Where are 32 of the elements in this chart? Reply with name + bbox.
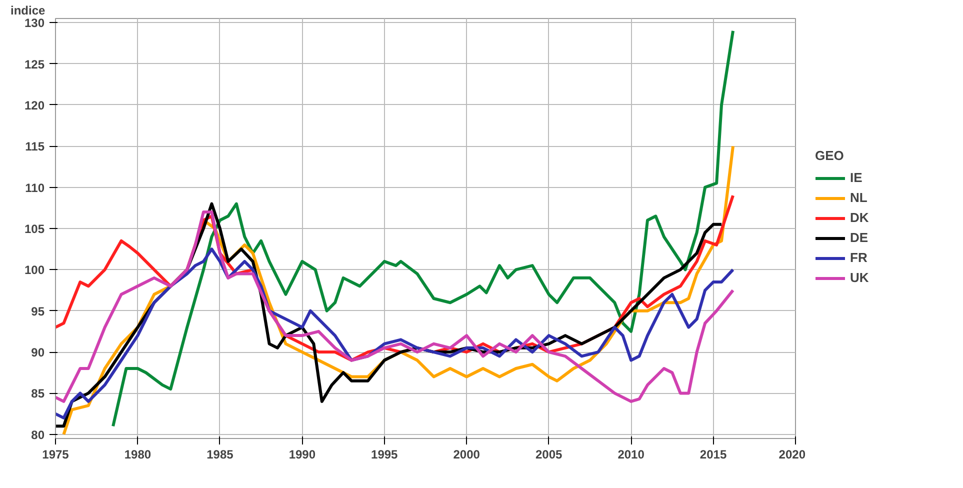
legend-label: NL xyxy=(850,190,868,205)
x-tick-label: 2015 xyxy=(700,448,727,462)
x-tick-label: 2000 xyxy=(453,448,480,462)
y-tick-label: 105 xyxy=(24,222,45,236)
x-tick-label: 1995 xyxy=(371,448,398,462)
y-tick-label: 95 xyxy=(31,304,45,318)
x-tick-label: 1990 xyxy=(288,448,316,462)
legend-label: IE xyxy=(850,170,864,185)
y-tick-label: 110 xyxy=(25,180,45,195)
x-tick-label: 1980 xyxy=(124,448,152,462)
legend-label: DK xyxy=(850,210,870,225)
x-tick-label: 1985 xyxy=(206,448,234,462)
legend-title: GEO xyxy=(815,148,845,162)
legend-label: UK xyxy=(850,270,870,285)
y-tick-label: 80 xyxy=(31,428,45,442)
y-tick-label: 85 xyxy=(31,386,45,401)
x-tick-label: 2020 xyxy=(778,448,806,462)
x-tick-label: 1975 xyxy=(42,448,70,462)
y-tick-label: 130 xyxy=(24,16,45,30)
y-tick-label: 125 xyxy=(24,57,45,72)
line-series xyxy=(112,29,735,428)
x-tick-label: 2010 xyxy=(618,448,645,462)
x-tick-label: 2005 xyxy=(535,448,563,462)
y-tick-label: 100 xyxy=(24,263,45,278)
y-axis-title: indice xyxy=(10,4,46,18)
y-tick-label: 120 xyxy=(24,98,45,112)
line-series xyxy=(56,248,735,420)
y-tick-label: 90 xyxy=(31,346,45,360)
y-tick-label: 115 xyxy=(25,140,45,154)
line-series xyxy=(56,210,735,403)
legend-label: FR xyxy=(850,250,868,265)
legend-label: DE xyxy=(850,230,870,245)
